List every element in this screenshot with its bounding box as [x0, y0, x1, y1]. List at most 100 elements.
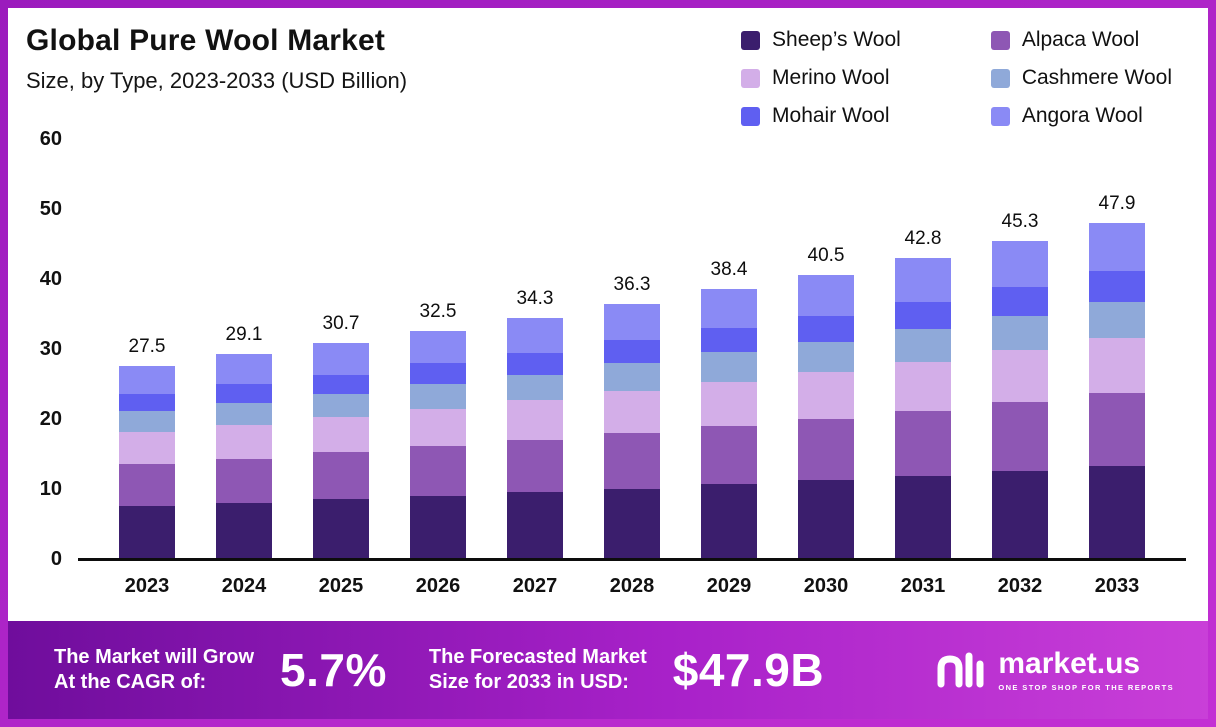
bar-segment	[507, 352, 563, 375]
bar-segment	[895, 476, 951, 558]
bar-total-label: 42.8	[904, 228, 942, 250]
bar-segment	[313, 499, 369, 558]
bar-segment	[701, 327, 757, 353]
bar-segment	[992, 350, 1048, 402]
bar-segment	[992, 315, 1048, 351]
x-axis-tick-label: 2033	[1094, 575, 1140, 597]
legend-swatch-icon	[990, 68, 1010, 88]
stacked-bar: 29.1 2024	[216, 324, 272, 597]
x-axis-tick-label: 2026	[415, 575, 461, 597]
bar-segment	[507, 492, 563, 558]
bar-total-label: 38.4	[710, 259, 748, 281]
x-axis-tick-label: 2030	[803, 575, 849, 597]
brand: market.us ONE STOP SHOP FOR THE REPORTS	[934, 646, 1174, 695]
y-axis-tick-label: 40	[39, 268, 62, 290]
stacked-bar: 45.3 2032	[992, 211, 1048, 597]
x-axis-tick-label: 2032	[997, 575, 1043, 597]
brand-tagline: ONE STOP SHOP FOR THE REPORTS	[998, 682, 1174, 692]
legend-swatch-icon	[990, 30, 1010, 50]
legend-item: Alpaca Wool	[990, 28, 1172, 52]
bar-segment	[701, 289, 757, 328]
stacked-bar-chart: 0 10 20 30 40 50 60 27.5 2023 29.1 2024 30.7 2025 32…	[8, 128, 1208, 597]
cagr-label: The Market will Grow At the CAGR of:	[54, 645, 254, 695]
bar-total-label: 34.3	[516, 287, 554, 309]
bar-segment	[410, 408, 466, 446]
bar-segment	[992, 287, 1048, 316]
bars: 27.5 2023 29.1 2024 30.7 2025 32.5 2026 34.3 2027…	[78, 138, 1186, 597]
market-us-logo-icon	[934, 646, 986, 695]
y-axis-tick-label: 0	[50, 548, 62, 570]
bar-segment	[798, 480, 854, 558]
forecast-value: $47.9B	[672, 644, 825, 696]
bar-segment	[507, 374, 563, 401]
page-subtitle: Size, by Type, 2023-2033 (USD Billion)	[26, 68, 408, 93]
bar-segment	[895, 301, 951, 330]
bar-segment	[119, 432, 175, 464]
cagr-value: 5.7%	[280, 644, 387, 696]
bar-segment	[798, 418, 854, 481]
bar-segment	[1089, 338, 1145, 394]
bar-segment	[604, 433, 660, 489]
bar-segment	[216, 354, 272, 385]
stacked-bar: 36.3 2028	[604, 274, 660, 597]
x-axis-tick-label: 2025	[318, 575, 364, 597]
header: Global Pure Wool Market Size, by Type, 2…	[8, 8, 1208, 136]
bar-segment	[119, 505, 175, 558]
bar-segment	[992, 471, 1048, 558]
bar-segment	[1089, 222, 1145, 271]
bar-segment	[216, 458, 272, 503]
stacked-bar: 32.5 2026	[410, 301, 466, 597]
bar-segment	[216, 384, 272, 403]
legend-item: Sheep’s Wool	[741, 28, 901, 52]
x-axis-tick-label: 2031	[900, 575, 946, 597]
bar-segment	[216, 402, 272, 425]
bar-segment	[1089, 393, 1145, 467]
bar-segment	[604, 363, 660, 392]
bar-segment	[701, 425, 757, 485]
bar-segment	[701, 352, 757, 382]
stacked-bar: 40.5 2030	[798, 245, 854, 597]
bar-segment	[895, 361, 951, 411]
bar-total-label: 40.5	[807, 244, 845, 266]
bar-segment	[313, 394, 369, 418]
bar-segment	[313, 374, 369, 395]
cagr-label-line1: The Market will Grow	[54, 646, 255, 668]
y-axis-tick-label: 30	[39, 338, 62, 360]
x-axis-tick-label: 2024	[221, 575, 267, 597]
bar-segment	[992, 401, 1048, 472]
brand-name: market.us	[998, 646, 1141, 680]
bar-total-label: 27.5	[128, 335, 166, 357]
legend-label: Merino Wool	[772, 66, 890, 89]
legend-swatch-icon	[990, 106, 1010, 126]
bar-segment	[895, 410, 951, 477]
bar-segment	[701, 381, 757, 426]
bar-segment	[216, 424, 272, 459]
bar-segment	[895, 329, 951, 362]
bar-segment	[410, 363, 466, 385]
bar-segment	[1089, 301, 1145, 339]
x-axis-tick-label: 2029	[706, 575, 752, 597]
bar-segment	[119, 463, 175, 506]
legend-item: Mohair Wool	[741, 104, 901, 128]
stacked-bar: 34.3 2027	[507, 288, 563, 597]
bar-total-label: 30.7	[322, 313, 360, 335]
y-axis-tick-label: 50	[39, 198, 62, 220]
bar-segment	[798, 341, 854, 373]
bar-total-label: 47.9	[1098, 192, 1136, 214]
bar-segment	[798, 274, 854, 316]
bar-total-label: 36.3	[613, 273, 651, 295]
stacked-bar: 42.8 2031	[895, 228, 951, 597]
bar-segment	[604, 340, 660, 364]
bar-segment	[507, 439, 563, 493]
legend-label: Cashmere Wool	[1021, 66, 1172, 89]
bar-segment	[798, 372, 854, 419]
bar-segment	[410, 495, 466, 558]
legend: Sheep’s Wool Alpaca Wool Merino Wool Cashme…	[741, 28, 1172, 128]
bar-segment	[992, 240, 1048, 288]
page-title: Global Pure Wool Market	[26, 24, 386, 57]
bar-segment	[410, 384, 466, 409]
bar-segment	[313, 343, 369, 375]
legend-item: Merino Wool	[741, 66, 901, 90]
legend-swatch-icon	[741, 68, 761, 88]
bar-segment	[1089, 271, 1145, 302]
